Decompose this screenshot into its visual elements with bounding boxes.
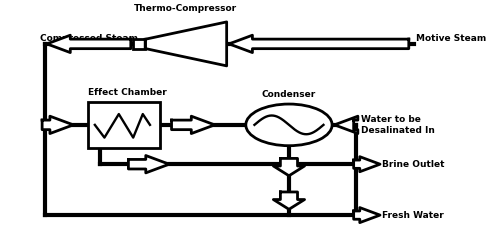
Bar xyxy=(133,39,145,49)
Polygon shape xyxy=(42,116,74,133)
Polygon shape xyxy=(334,116,358,133)
Text: Water to be: Water to be xyxy=(361,115,420,124)
Polygon shape xyxy=(354,157,380,172)
Polygon shape xyxy=(274,192,304,209)
Polygon shape xyxy=(274,158,304,176)
Text: Thermo-Compressor: Thermo-Compressor xyxy=(134,4,238,13)
Text: Compressed Steam: Compressed Steam xyxy=(40,34,138,43)
Text: Motive Steam: Motive Steam xyxy=(416,34,486,43)
Text: Condenser: Condenser xyxy=(262,90,316,99)
Bar xyxy=(88,102,160,148)
Polygon shape xyxy=(229,35,409,53)
Polygon shape xyxy=(47,35,131,53)
Text: Effect Chamber: Effect Chamber xyxy=(88,88,166,97)
Polygon shape xyxy=(172,116,214,133)
Polygon shape xyxy=(354,208,380,223)
Text: Desalinated In: Desalinated In xyxy=(361,126,434,135)
Text: Fresh Water: Fresh Water xyxy=(382,211,444,219)
Text: Brine Outlet: Brine Outlet xyxy=(382,160,445,169)
Polygon shape xyxy=(145,22,226,66)
Polygon shape xyxy=(128,156,169,173)
Circle shape xyxy=(246,104,332,146)
